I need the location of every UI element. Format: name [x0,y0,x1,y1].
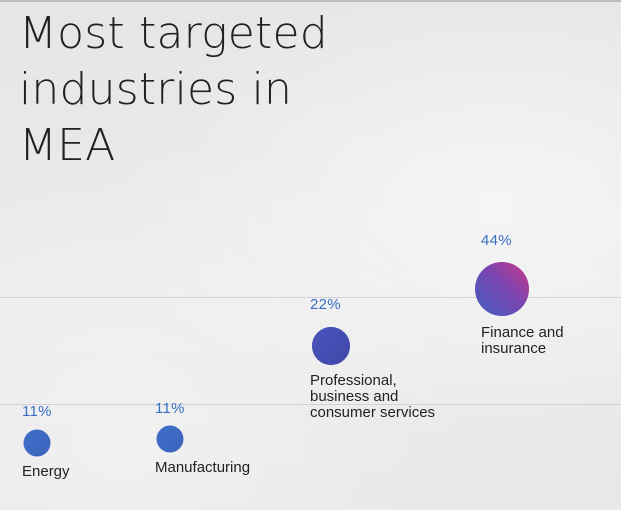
data-label: 44% [481,232,512,249]
category-label-line: business and [310,388,399,405]
data-label: 11% [22,403,52,420]
category-label-line: Manufacturing [155,459,251,476]
category-label-line: Professional, [310,372,397,389]
category-label: Manufacturing [155,460,250,476]
bubble [23,429,51,457]
bubble [156,425,184,453]
data-label: 22% [310,296,341,313]
category-label-line: consumer services [310,404,436,421]
bubble [311,326,351,366]
category-label: Energy [22,464,70,480]
category-label-line: Energy [22,463,70,480]
gridline [0,297,621,298]
category-label-line: Finance and [481,324,564,341]
title-line: MEA [19,120,116,171]
gridline [0,404,621,405]
category-label: Professional, business and consumer servic… [310,373,435,421]
category-label: Finance and insurance [481,325,564,357]
data-label: 11% [155,400,185,417]
title-line: industries in [19,64,293,115]
top-border [0,0,621,2]
chart-title: Most targeted industries in MEA [19,6,379,174]
title-line: Most targeted [19,8,328,59]
category-label-line: insurance [481,340,547,357]
bubble [475,262,529,316]
